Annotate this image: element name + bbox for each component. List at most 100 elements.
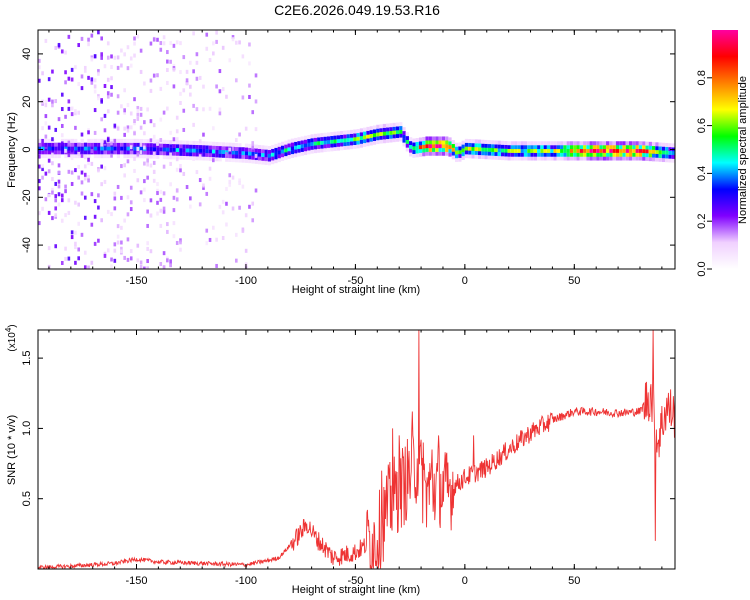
spectrogram-noise-cell: [123, 126, 126, 131]
spectrogram-cell: [586, 156, 590, 161]
spectrogram-cell: [129, 154, 134, 159]
spectrogram-cell: [517, 156, 521, 161]
spectrogram-cell: [133, 154, 137, 159]
spectrogram-noise-cell: [212, 41, 215, 46]
spectrogram-noise-cell: [41, 126, 44, 131]
spectrogram-noise-cell: [238, 40, 241, 45]
spectrogram-noise-cell: [67, 76, 71, 81]
spectrogram-noise-cell: [38, 211, 41, 216]
spectrogram-noise-cell: [133, 41, 136, 46]
spectrogram-cell: [632, 156, 636, 161]
x-tick-label: 50: [568, 575, 580, 587]
spectrogram-noise-cell: [87, 42, 90, 47]
spectrogram-noise-cell: [182, 55, 186, 60]
spectrogram-cell: [504, 144, 508, 149]
spectrogram-noise-cell: [235, 138, 238, 143]
spectrogram-cell: [569, 156, 574, 161]
spectrogram-noise-cell: [74, 230, 77, 235]
spectrogram-noise-cell: [38, 58, 41, 63]
spectrogram-cell: [556, 148, 560, 153]
spectrogram-cell: [540, 145, 544, 150]
spectrogram-noise-cell: [80, 132, 84, 137]
spectrogram-cell: [517, 145, 521, 150]
spectrogram-cell: [264, 145, 268, 150]
spectrogram-noise-cell: [205, 241, 209, 246]
spectrogram-cell: [497, 144, 501, 149]
spectrogram-cell: [192, 140, 196, 145]
spectrogram-noise-cell: [123, 218, 126, 223]
spectrogram-cell: [658, 157, 662, 162]
spectrogram-cell: [402, 130, 406, 135]
spectrogram-noise-cell: [152, 123, 156, 128]
spectrogram-noise-cell: [51, 190, 54, 195]
spectrogram-cell: [402, 134, 406, 139]
spectrogram-noise-cell: [106, 94, 110, 99]
spectrogram-cell: [652, 157, 656, 162]
spectrogram-cell: [290, 142, 295, 147]
spectrogram-cell: [116, 154, 121, 159]
spectrogram-noise-cell: [175, 40, 179, 45]
spectrogram-noise-cell: [80, 36, 84, 41]
spectrogram-cell: [441, 140, 446, 145]
spectrogram-cell: [284, 152, 288, 157]
spectrogram-noise-cell: [77, 202, 81, 207]
spectrogram-cell: [143, 139, 147, 144]
spectrogram-noise-cell: [143, 198, 146, 203]
spectrogram-noise-cell: [77, 175, 81, 180]
spectrogram-noise-cell: [149, 249, 153, 254]
spectrogram-noise-cell: [126, 237, 130, 242]
spectrogram-cell: [67, 150, 71, 155]
spectrogram-noise-cell: [218, 69, 222, 74]
spectrogram-cell: [435, 147, 439, 152]
spectrogram-cell: [149, 154, 153, 159]
colorbar-tick-label: 0.4: [696, 166, 708, 181]
spectrogram-cell: [668, 143, 672, 148]
spectrogram-noise-cell: [100, 52, 103, 57]
spectrogram-cell: [175, 151, 180, 156]
spectrogram-noise-cell: [175, 115, 179, 120]
spectrogram-cell: [379, 135, 383, 140]
spectrogram-cell: [435, 140, 439, 145]
spectrogram-cell: [47, 150, 52, 155]
spectrogram-cell: [340, 146, 344, 151]
spectrogram-noise-cell: [212, 225, 215, 230]
spectrogram-cell: [487, 151, 492, 156]
spectrogram-noise-cell: [103, 64, 107, 69]
spectrogram-noise-cell: [133, 121, 136, 126]
spectrogram-noise-cell: [198, 178, 202, 183]
spectrogram-noise-cell: [126, 212, 130, 217]
spectrogram-noise-cell: [123, 52, 126, 57]
spectrogram-noise-cell: [159, 189, 163, 194]
spectrogram-cell: [395, 133, 400, 138]
spectrogram-cell: [277, 158, 281, 163]
spectrogram-cell: [461, 152, 465, 157]
spectrogram-cell: [602, 156, 606, 161]
spectrogram-cell: [336, 138, 340, 143]
spectrogram-cell: [599, 148, 603, 153]
spectrogram-cell: [461, 155, 465, 160]
spectrogram-cell: [310, 145, 314, 150]
spectrogram-noise-cell: [54, 244, 58, 249]
spectrogram-noise-cell: [156, 73, 159, 78]
spectrogram-cell: [507, 148, 511, 153]
spectrogram-cell: [80, 142, 84, 147]
spectrogram-noise-cell: [100, 36, 103, 41]
spectrogram-noise-cell: [136, 108, 140, 113]
spectrogram-cell: [425, 147, 429, 152]
spectrogram-noise-cell: [44, 171, 48, 176]
spectrogram-cell: [38, 150, 42, 155]
spectrogram-noise-cell: [106, 138, 110, 143]
spectrogram-cell: [77, 142, 81, 147]
spectrogram-noise-cell: [162, 110, 166, 115]
spectrogram-cell: [625, 152, 629, 157]
spectrogram-cell: [261, 160, 265, 165]
spectrogram-noise-cell: [47, 169, 51, 174]
spectrogram-cell: [202, 152, 206, 157]
spectrogram-noise-cell: [93, 84, 97, 89]
spectrogram-cell: [189, 152, 193, 157]
spectrogram-cell: [514, 156, 518, 161]
spectrogram-noise-cell: [100, 182, 103, 187]
spectrogram-cell: [530, 156, 534, 161]
spectrogram-cell: [185, 148, 189, 153]
spectrogram-cell: [546, 156, 551, 161]
